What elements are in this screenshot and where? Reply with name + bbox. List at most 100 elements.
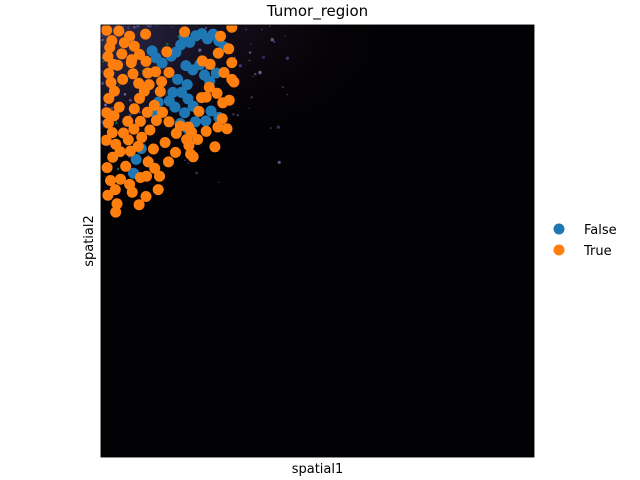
- series-true: [101, 25, 240, 218]
- point-true: [132, 140, 144, 152]
- point-true: [221, 123, 233, 135]
- x-axis-label: spatial1: [292, 462, 344, 477]
- background-speckle: [104, 103, 107, 107]
- point-true: [226, 57, 238, 69]
- background-speckle: [184, 159, 186, 161]
- background-speckle: [218, 181, 220, 183]
- point-true: [105, 77, 117, 88]
- background-speckle: [232, 112, 235, 116]
- point-true: [140, 191, 152, 202]
- legend: False True: [553, 223, 617, 259]
- chart-title: Tumor_region: [266, 2, 368, 21]
- background-speckle: [127, 27, 130, 30]
- point-true: [181, 134, 193, 145]
- point-true: [103, 92, 115, 104]
- background-speckle: [165, 93, 168, 97]
- point-true: [216, 113, 228, 125]
- point-true: [133, 77, 145, 89]
- point-false: [163, 95, 175, 107]
- point-true: [226, 25, 238, 33]
- background-speckle: [104, 41, 106, 44]
- point-true: [113, 25, 125, 37]
- background-speckle: [250, 96, 253, 99]
- background-speckle: [195, 171, 198, 175]
- background-speckle: [277, 160, 281, 165]
- point-true: [161, 46, 173, 58]
- point-true: [122, 134, 134, 146]
- point-true: [133, 199, 145, 211]
- background-speckle: [258, 70, 262, 75]
- point-true: [170, 146, 181, 158]
- point-true: [150, 115, 162, 126]
- background-speckle: [252, 76, 254, 78]
- point-true: [157, 106, 168, 118]
- point-false: [167, 86, 179, 98]
- point-true: [116, 48, 128, 60]
- point-true: [126, 186, 138, 198]
- background-speckle: [204, 26, 207, 29]
- background-speckle: [270, 38, 274, 42]
- background-speckle: [248, 59, 251, 62]
- point-true: [212, 121, 224, 133]
- background-speckle: [104, 175, 106, 177]
- point-true: [144, 124, 156, 136]
- point-true: [101, 134, 112, 146]
- point-false: [181, 79, 193, 91]
- point-false: [205, 105, 217, 117]
- background-speckle: [171, 26, 173, 29]
- background-speckle: [123, 93, 127, 96]
- point-true: [140, 28, 152, 40]
- background-speckle: [248, 107, 250, 110]
- point-true: [115, 173, 126, 185]
- point-true: [140, 55, 152, 67]
- point-true: [203, 81, 215, 93]
- point-true: [134, 115, 146, 127]
- background-speckle: [116, 167, 120, 171]
- point-true: [136, 131, 148, 143]
- legend-label-false: False: [584, 223, 617, 238]
- scatter-points: [101, 25, 240, 218]
- point-true: [111, 198, 123, 210]
- point-true: [159, 137, 171, 148]
- point-true: [217, 97, 229, 109]
- background-speckle: [115, 121, 118, 125]
- background-speckle: [250, 43, 252, 45]
- background-speckle: [127, 25, 130, 28]
- point-true: [147, 143, 159, 155]
- background-speckle: [285, 56, 290, 60]
- point-true: [141, 170, 152, 182]
- axes-frame: [100, 24, 535, 458]
- point-true: [110, 206, 122, 218]
- point-true: [105, 175, 116, 186]
- point-true: [127, 68, 139, 80]
- point-true: [101, 107, 113, 119]
- background-speckle: [102, 50, 104, 53]
- background-speckle: [118, 84, 120, 87]
- legend-label-true: True: [583, 244, 612, 259]
- background-speckle: [101, 38, 104, 42]
- point-true: [163, 156, 174, 168]
- point-true: [102, 117, 114, 129]
- legend-entry-true: True: [553, 244, 612, 259]
- background-speckle: [245, 28, 247, 31]
- point-true: [192, 134, 204, 145]
- point-false: [172, 73, 184, 85]
- point-true: [211, 87, 223, 99]
- point-true: [163, 116, 175, 128]
- point-true: [154, 170, 165, 182]
- background-speckle: [238, 64, 242, 68]
- point-true: [134, 48, 145, 60]
- legend-marker-true: [553, 244, 565, 256]
- point-true: [209, 141, 221, 153]
- point-true: [228, 76, 240, 88]
- background-speckle: [261, 28, 263, 31]
- y-axis-label: spatial2: [82, 215, 97, 267]
- point-true: [152, 184, 164, 196]
- point-true: [109, 184, 121, 196]
- point-true: [124, 30, 136, 42]
- background-speckle: [268, 25, 272, 28]
- background-speckle: [133, 25, 136, 29]
- point-true: [128, 123, 140, 135]
- background-speckle: [110, 107, 114, 110]
